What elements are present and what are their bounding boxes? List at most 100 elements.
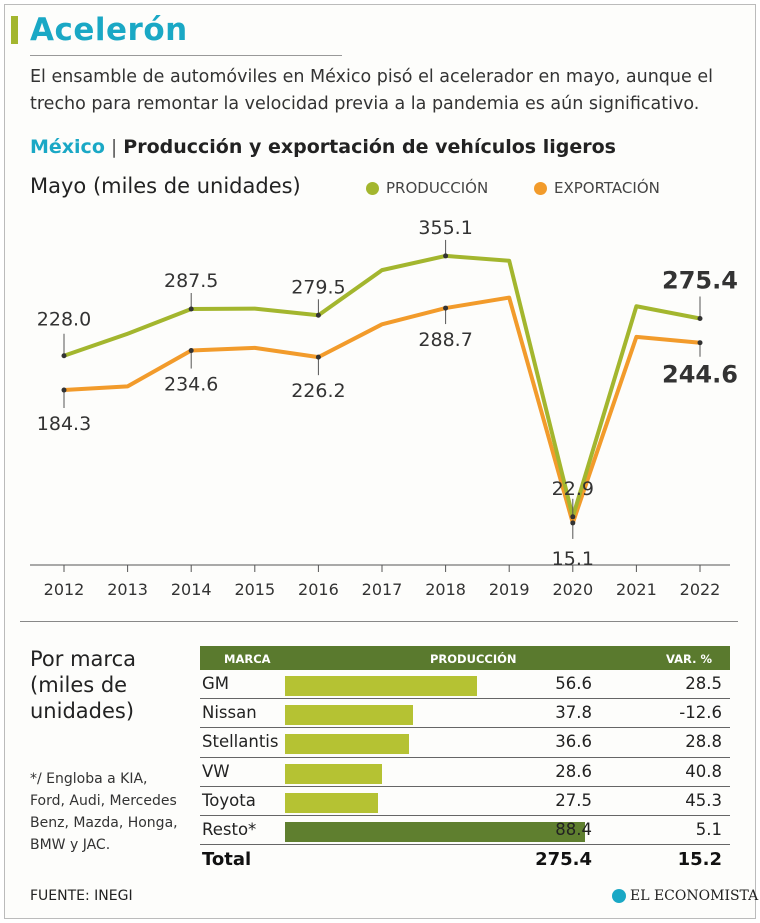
production-value: 36.6 <box>555 732 592 752</box>
value-marker <box>61 353 67 359</box>
x-tick-label: 2019 <box>489 580 530 599</box>
title-accent-bar <box>11 16 18 44</box>
production-value-label: 287.5 <box>164 270 218 292</box>
production-bar <box>285 821 585 842</box>
brand-name: Toyota <box>202 790 256 810</box>
table-row: Resto* 88.4 5.1 <box>200 816 730 846</box>
title-divider <box>30 55 342 56</box>
table-total-row: Total 275.4 15.2 <box>200 845 730 871</box>
production-value: 56.6 <box>555 674 592 693</box>
col-brand-header: MARCA <box>224 652 271 666</box>
production-value-label: 275.4 <box>662 267 738 295</box>
brand-name: GM <box>202 674 230 693</box>
legend-export: EXPORTACIÓN <box>534 179 660 197</box>
x-tick-label: 2016 <box>298 580 339 599</box>
brand-name: Resto* <box>202 819 257 839</box>
export-value-label: 15.1 <box>552 548 594 570</box>
footnote: */ Engloba a KIA, Ford, Audi, Mercedes B… <box>30 771 178 853</box>
value-marker <box>697 340 703 346</box>
production-value-label: 228.0 <box>37 309 91 331</box>
export-value-label: 288.7 <box>418 329 472 351</box>
brand-name: Stellantis <box>202 732 279 752</box>
brand-table: MARCA PRODUCCIÓN VAR. % GM 56.6 28.5 Nissan… <box>200 646 730 871</box>
publisher-name: EL ECONOMISTA <box>630 888 759 904</box>
export-line <box>62 295 702 525</box>
table-row: GM 56.6 28.5 <box>200 670 730 700</box>
export-value-label: 244.6 <box>662 361 738 389</box>
x-tick-label: 2017 <box>362 580 403 599</box>
value-marker <box>570 520 576 526</box>
x-tick-label: 2021 <box>616 580 657 599</box>
section-divider <box>20 621 738 622</box>
table-row: Toyota 27.5 45.3 <box>200 787 730 816</box>
value-marker <box>188 348 194 354</box>
production-bar <box>285 763 383 784</box>
production-bar <box>285 792 379 813</box>
x-tick-label: 2018 <box>425 580 466 599</box>
value-marker <box>443 305 449 311</box>
brand-name: Nissan <box>202 703 257 723</box>
source-label: FUENTE: INEGI <box>30 888 133 904</box>
country-label: México <box>30 136 105 158</box>
section-title: Producción y exportación de vehículos li… <box>123 136 616 158</box>
export-value-label: 234.6 <box>164 374 218 396</box>
table-row: Stellantis 36.6 28.8 <box>200 728 730 758</box>
page-title: Acelerón <box>30 12 188 48</box>
globe-icon <box>612 889 626 903</box>
production-value: 28.6 <box>555 761 592 781</box>
table-row: VW 28.6 40.8 <box>200 758 730 787</box>
section-heading: México | Producción y exportación de vehíc… <box>30 136 616 158</box>
variation-value: 40.8 <box>685 761 722 781</box>
table-body: GM 56.6 28.5 Nissan 37.8 -12.6 Stellantis 36.6 2… <box>200 670 730 846</box>
export-value-label: 226.2 <box>291 380 345 402</box>
line-chart: 2012 2013 2014 2015 2016 2017 2018 2019 2020 2021… <box>30 217 738 599</box>
value-marker <box>697 316 703 322</box>
value-marker <box>443 253 449 259</box>
production-line <box>62 253 702 519</box>
variation-value: 28.8 <box>685 732 722 752</box>
x-tick-label: 2020 <box>552 580 593 599</box>
x-tick-label: 2012 <box>44 580 85 599</box>
production-value: 27.5 <box>555 790 592 810</box>
production-bar <box>285 734 410 755</box>
col-var-header: VAR. % <box>666 652 712 666</box>
value-marker <box>315 354 321 360</box>
x-tick-label: 2014 <box>171 580 212 599</box>
brand-section-title: Por marca (miles de unidades) <box>30 647 136 723</box>
variation-value: 5.1 <box>695 819 722 839</box>
col-production-header: PRODUCCIÓN <box>430 652 517 666</box>
production-value-label: 279.5 <box>291 276 345 298</box>
variation-value: -12.6 <box>679 703 722 723</box>
x-tick-label: 2015 <box>234 580 275 599</box>
value-marker <box>570 514 576 520</box>
publisher-logo: EL ECONOMISTA <box>612 888 758 904</box>
variation-value: 45.3 <box>685 790 722 810</box>
legend-export-label: EXPORTACIÓN <box>554 179 660 197</box>
value-marker <box>315 312 321 318</box>
subtitle: El ensamble de automóviles en México pis… <box>30 67 713 114</box>
table-row: Nissan 37.8 -12.6 <box>200 699 730 729</box>
units-label: Mayo (miles de unidades) <box>30 174 301 198</box>
value-marker <box>188 306 194 312</box>
production-bar <box>285 705 414 726</box>
legend-production-label: PRODUCCIÓN <box>386 179 489 197</box>
production-value-label: 355.1 <box>418 217 472 239</box>
x-tick-label: 2022 <box>680 580 721 599</box>
table-header: MARCA PRODUCCIÓN VAR. % <box>200 646 730 670</box>
production-value: 88.4 <box>555 819 592 839</box>
production-bar <box>285 676 478 696</box>
value-marker <box>61 387 67 393</box>
production-value-label: 22.9 <box>552 478 594 500</box>
x-tick-label: 2013 <box>107 580 148 599</box>
legend-export-dot <box>534 181 547 195</box>
heading-separator: | <box>110 136 118 158</box>
production-value: 37.8 <box>555 703 592 723</box>
total-label: Total <box>202 849 252 871</box>
export-value-label: 184.3 <box>37 413 91 435</box>
brand-name: VW <box>202 761 230 781</box>
total-var: 15.2 <box>677 849 722 871</box>
legend-production-dot <box>366 181 379 195</box>
legend-production: PRODUCCIÓN <box>366 179 488 197</box>
variation-value: 28.5 <box>685 674 722 693</box>
total-production: 275.4 <box>535 849 592 871</box>
